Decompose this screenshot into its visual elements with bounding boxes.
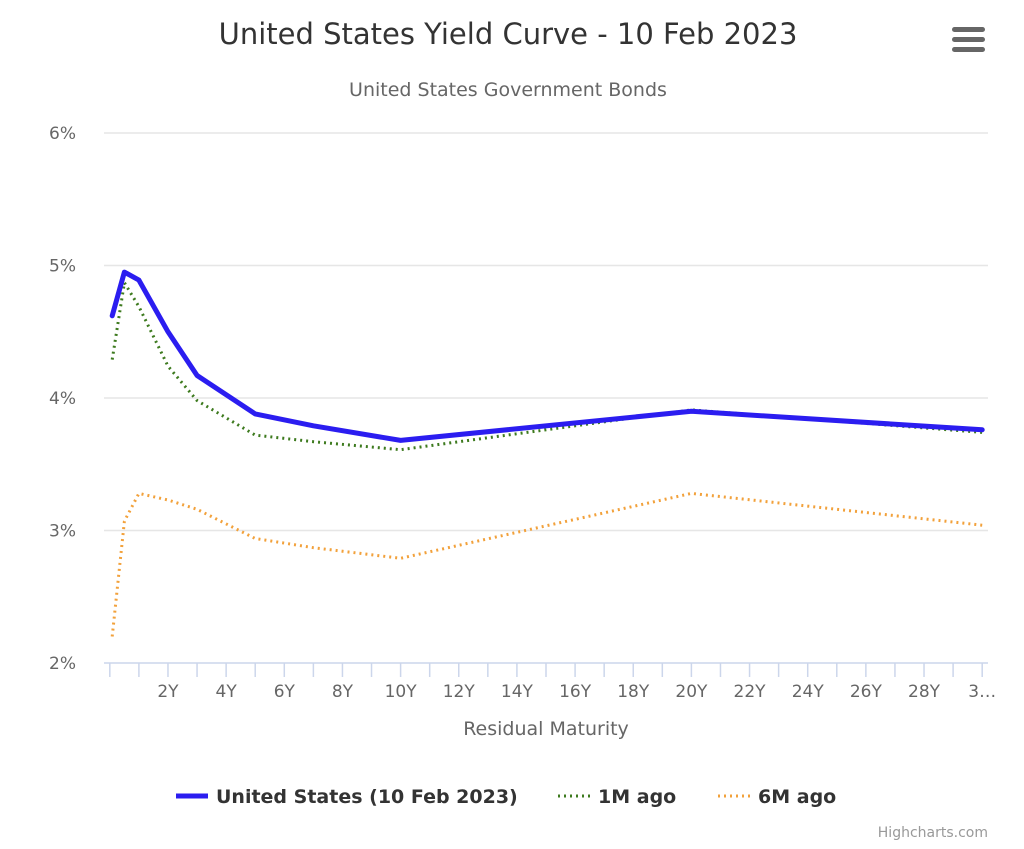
x-axis-title: Residual Maturity xyxy=(463,718,629,740)
x-tick-label: 26Y xyxy=(850,682,883,702)
x-tick-label: 18Y xyxy=(617,682,650,702)
series-lines xyxy=(109,269,985,637)
legend-item-1[interactable]: 1M ago xyxy=(558,786,676,808)
x-tick-label: 12Y xyxy=(443,682,476,702)
grid-lines xyxy=(104,132,988,532)
x-axis: 2Y 4Y 6Y 8Y 10Y 12Y 14Y 16Y 18Y 20Y 22Y 24Y 26Y 28Y 3… xyxy=(104,662,996,702)
x-tick-label: 2Y xyxy=(157,682,179,702)
legend: United States (10 Feb 2023) 1M ago 6M ago xyxy=(176,786,836,808)
x-tick-label: 4Y xyxy=(216,682,238,702)
x-tick-label: 14Y xyxy=(501,682,534,702)
y-tick-label: 6% xyxy=(49,124,76,144)
y-tick-label: 4% xyxy=(49,389,76,409)
legend-label[interactable]: 1M ago xyxy=(598,786,676,808)
y-axis-ticks: 2% 3% 4% 5% 6% xyxy=(49,124,76,674)
y-tick-label: 3% xyxy=(49,522,76,542)
x-tick-label: 8Y xyxy=(332,682,354,702)
x-tick-label: 3… xyxy=(968,682,996,702)
legend-item-0[interactable]: United States (10 Feb 2023) xyxy=(176,786,518,808)
chart-menu-button[interactable] xyxy=(944,18,992,58)
x-tick-label: 24Y xyxy=(792,682,825,702)
hamburger-menu-icon[interactable] xyxy=(952,27,985,52)
legend-label[interactable]: United States (10 Feb 2023) xyxy=(216,786,518,808)
series-line-1[interactable] xyxy=(110,281,983,452)
chart-title: United States Yield Curve - 10 Feb 2023 xyxy=(219,17,798,51)
x-tick-label: 16Y xyxy=(559,682,592,702)
legend-item-2[interactable]: 6M ago xyxy=(718,786,836,808)
x-tick-label: 22Y xyxy=(734,682,767,702)
chart-subtitle: United States Government Bonds xyxy=(349,79,667,101)
y-tick-label: 5% xyxy=(49,257,76,277)
credits-link[interactable]: Highcharts.com xyxy=(878,825,988,841)
x-tick-label: 28Y xyxy=(908,682,941,702)
y-tick-label: 2% xyxy=(49,654,76,674)
series-line-2[interactable] xyxy=(110,491,983,637)
x-tick-label: 6Y xyxy=(274,682,296,702)
x-tick-label: 20Y xyxy=(675,682,708,702)
series-line-0[interactable] xyxy=(109,269,985,443)
legend-label[interactable]: 6M ago xyxy=(758,786,836,808)
x-tick-label: 10Y xyxy=(385,682,418,702)
